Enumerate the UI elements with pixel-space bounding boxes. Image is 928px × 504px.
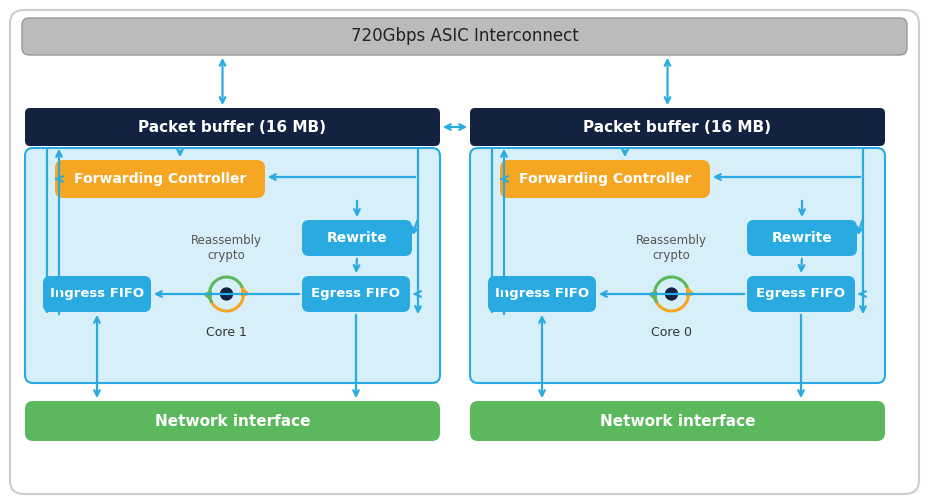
- Text: Egress FIFO: Egress FIFO: [311, 287, 400, 300]
- FancyBboxPatch shape: [43, 276, 151, 312]
- FancyBboxPatch shape: [487, 276, 596, 312]
- Text: Egress FIFO: Egress FIFO: [755, 287, 844, 300]
- Text: Network interface: Network interface: [599, 413, 754, 428]
- FancyBboxPatch shape: [10, 10, 918, 494]
- FancyBboxPatch shape: [302, 276, 409, 312]
- Text: Ingress FIFO: Ingress FIFO: [50, 287, 144, 300]
- Text: Core 1: Core 1: [206, 326, 247, 339]
- FancyBboxPatch shape: [25, 108, 440, 146]
- Text: Rewrite: Rewrite: [771, 231, 831, 245]
- FancyBboxPatch shape: [470, 401, 884, 441]
- FancyBboxPatch shape: [55, 160, 264, 198]
- Circle shape: [664, 288, 677, 300]
- Text: 720Gbps ASIC Interconnect: 720Gbps ASIC Interconnect: [350, 27, 578, 45]
- FancyBboxPatch shape: [746, 220, 856, 256]
- Circle shape: [220, 288, 232, 300]
- Text: Reassembly
crypto: Reassembly crypto: [636, 234, 706, 262]
- Text: Packet buffer (16 MB): Packet buffer (16 MB): [583, 119, 770, 135]
- FancyBboxPatch shape: [746, 276, 854, 312]
- FancyBboxPatch shape: [499, 160, 709, 198]
- FancyBboxPatch shape: [22, 18, 906, 55]
- Text: Ingress FIFO: Ingress FIFO: [495, 287, 588, 300]
- Text: Rewrite: Rewrite: [327, 231, 387, 245]
- FancyBboxPatch shape: [470, 108, 884, 146]
- Text: Reassembly
crypto: Reassembly crypto: [191, 234, 262, 262]
- Text: Network interface: Network interface: [155, 413, 310, 428]
- Text: Core 0: Core 0: [651, 326, 691, 339]
- FancyBboxPatch shape: [302, 220, 411, 256]
- FancyBboxPatch shape: [25, 401, 440, 441]
- Text: Forwarding Controller: Forwarding Controller: [518, 172, 690, 186]
- FancyBboxPatch shape: [470, 148, 884, 383]
- Text: Forwarding Controller: Forwarding Controller: [73, 172, 246, 186]
- Text: Packet buffer (16 MB): Packet buffer (16 MB): [138, 119, 326, 135]
- FancyBboxPatch shape: [25, 148, 440, 383]
